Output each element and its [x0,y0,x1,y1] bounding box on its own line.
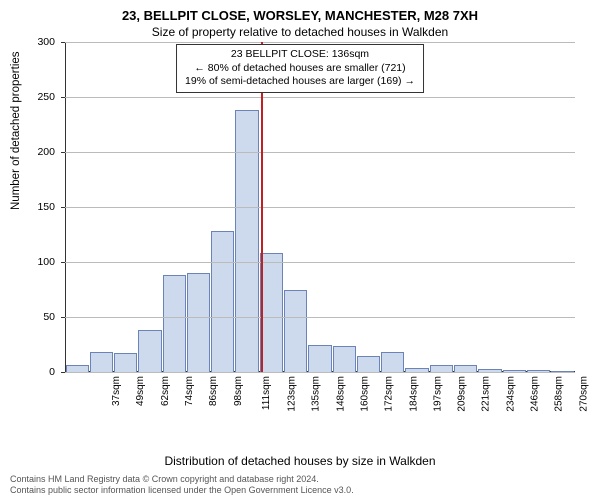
x-tick-label: 197sqm [432,376,443,412]
gridline [65,207,575,208]
gridline [65,262,575,263]
histogram-bar [163,275,186,372]
histogram-bar [308,345,331,373]
annotation-box: 23 BELLPIT CLOSE: 136sqm ← 80% of detach… [176,44,424,93]
footer-line1: Contains HM Land Registry data © Crown c… [10,474,354,485]
x-tick-label: 258sqm [554,376,565,412]
histogram-bar [357,356,380,373]
histogram-bar [66,365,89,372]
y-axis-label: Number of detached properties [10,51,22,210]
footer: Contains HM Land Registry data © Crown c… [10,474,354,496]
histogram-bar [381,352,404,372]
x-tick-label: 135sqm [311,376,322,412]
gridline [65,97,575,98]
x-tick-label: 86sqm [208,376,219,406]
y-tick-mark [61,262,65,263]
gridline [65,317,575,318]
x-tick-label: 148sqm [335,376,346,412]
y-tick-mark [61,207,65,208]
histogram-bar [333,346,356,372]
x-tick-label: 74sqm [184,376,195,406]
annotation-line1: 23 BELLPIT CLOSE: 136sqm [185,48,415,62]
histogram-bar [235,110,258,372]
x-tick-label: 160sqm [360,376,371,412]
x-tick-label: 246sqm [530,376,541,412]
y-tick-label: 50 [15,311,55,323]
histogram-bar [260,253,283,372]
chart-area [65,42,575,402]
x-tick-label: 111sqm [261,376,272,410]
x-tick-label: 62sqm [160,376,171,406]
y-tick-label: 150 [15,201,55,213]
y-tick-label: 200 [15,146,55,158]
x-tick-label: 37sqm [111,376,122,406]
y-tick-mark [61,97,65,98]
histogram-bar [187,273,210,372]
x-tick-label: 184sqm [408,376,419,412]
x-tick-label: 234sqm [505,376,516,412]
x-tick-label: 49sqm [135,376,146,406]
x-tick-label: 221sqm [481,376,492,412]
histogram-bar [90,352,113,372]
x-axis-label: Distribution of detached houses by size … [0,454,600,468]
histogram-bar [114,353,137,372]
x-tick-label: 270sqm [578,376,589,412]
title-sub: Size of property relative to detached ho… [0,23,600,39]
x-tick-label: 98sqm [233,376,244,406]
y-tick-mark [61,317,65,318]
x-tick-label: 209sqm [457,376,468,412]
y-tick-mark [61,42,65,43]
y-tick-label: 100 [15,256,55,268]
title-main: 23, BELLPIT CLOSE, WORSLEY, MANCHESTER, … [0,0,600,23]
gridline [65,42,575,43]
histogram-bar [454,365,477,372]
histogram-bar [284,290,307,373]
y-tick-label: 0 [15,366,55,378]
gridline [65,372,575,373]
y-tick-label: 250 [15,91,55,103]
histogram-bar [211,231,234,372]
y-tick-label: 300 [15,36,55,48]
chart-container: 23, BELLPIT CLOSE, WORSLEY, MANCHESTER, … [0,0,600,500]
y-tick-mark [61,152,65,153]
gridline [65,152,575,153]
annotation-line2: ← 80% of detached houses are smaller (72… [185,62,415,76]
histogram-bar [138,330,161,372]
annotation-line3: 19% of semi-detached houses are larger (… [185,75,415,89]
x-tick-label: 172sqm [384,376,395,412]
x-tick-label: 123sqm [287,376,298,412]
footer-line2: Contains public sector information licen… [10,485,354,496]
histogram-bar [430,365,453,372]
y-tick-mark [61,372,65,373]
